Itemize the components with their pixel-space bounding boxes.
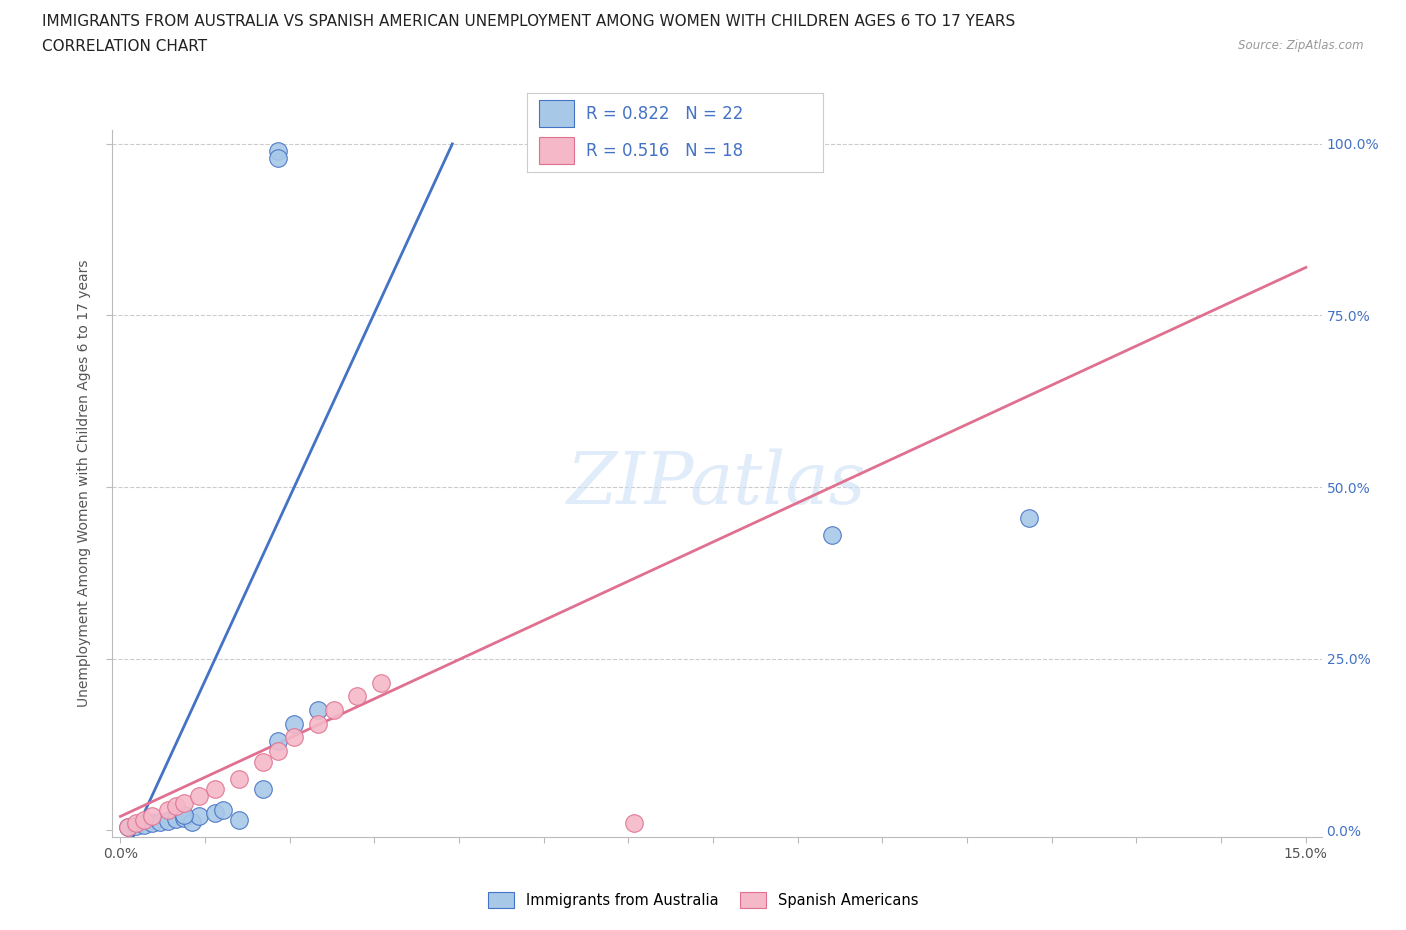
Point [204,805,226,820]
Point [204,781,226,796]
Point [283,730,305,745]
Point [212,802,235,817]
Point [132,817,155,832]
Text: R = 0.822   N = 22: R = 0.822 N = 22 [586,104,744,123]
Point [1018,511,1040,525]
Point [322,702,344,717]
Text: ZIPatlas: ZIPatlas [567,448,868,519]
Point [252,781,274,796]
Text: IMMIGRANTS FROM AUSTRALIA VS SPANISH AMERICAN UNEMPLOYMENT AMONG WOMEN WITH CHIL: IMMIGRANTS FROM AUSTRALIA VS SPANISH AME… [42,14,1015,29]
Point [188,789,211,804]
Point [228,813,250,828]
Point [188,809,211,824]
Point [141,809,163,824]
Bar [538,138,575,165]
Point [117,819,139,834]
Text: CORRELATION CHART: CORRELATION CHART [42,39,207,54]
Point [228,771,250,786]
Point [307,716,329,731]
Point [283,716,305,731]
Y-axis label: Unemployment Among Women with Children Ages 6 to 17 years: Unemployment Among Women with Children A… [77,259,91,708]
Point [173,810,195,825]
Point [267,734,290,749]
Point [267,143,290,158]
Point [117,820,139,835]
Point [252,754,274,769]
Point [370,675,392,690]
Point [125,818,148,833]
Point [125,816,148,830]
Point [132,813,155,828]
Text: Source: ZipAtlas.com: Source: ZipAtlas.com [1239,39,1364,52]
Point [173,807,195,822]
Point [149,815,172,830]
Legend: Immigrants from Australia, Spanish Americans: Immigrants from Australia, Spanish Ameri… [482,886,924,913]
Point [307,702,329,717]
Point [141,816,163,830]
Text: R = 0.516   N = 18: R = 0.516 N = 18 [586,141,744,160]
Point [156,813,179,828]
Point [821,527,844,542]
Point [180,815,202,830]
Point [173,795,195,810]
Point [156,802,179,817]
Bar [538,100,575,127]
Point [267,151,290,166]
Point [346,689,368,704]
Point [267,744,290,759]
Point [165,812,187,827]
Point [623,816,645,830]
Point [165,799,187,814]
